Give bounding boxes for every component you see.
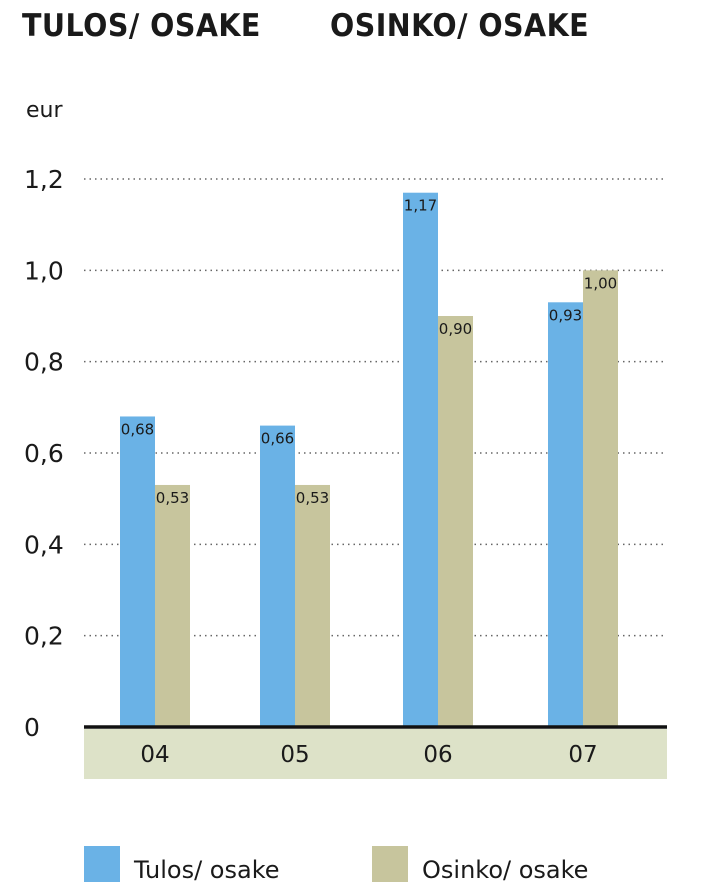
data-label: 0,90 [439,320,472,338]
bar-tulos [120,416,155,727]
y-tick-label: 1,0 [24,256,64,285]
bar-osinko [295,484,330,727]
y-tick-label: 0 [24,713,40,742]
x-axis-band [84,729,667,779]
data-label: 0,66 [261,430,294,448]
data-label: 0,53 [156,489,189,507]
bar-tulos [548,302,583,727]
legend-label-osinko: Osinko/ osake [422,856,589,884]
legend-swatch-osinko [372,846,408,882]
bar-osinko [438,316,473,727]
x-tick-label: 06 [423,742,452,768]
y-tick-label: 0,2 [24,622,64,651]
legend-label-tulos: Tulos/ osake [134,856,280,884]
y-tick-label: 1,2 [24,165,64,194]
y-tick-label: 0,6 [24,439,64,468]
chart-title-left: TULOS/ OSAKE [22,8,261,44]
bar-chart: eur 0 0,2 0,4 0,6 0,8 1,0 1,2 0,68 0,53 04 0,66 0,53… [24,98,667,779]
chart-title-right: OSINKO/ OSAKE [330,8,590,44]
x-tick-label: 07 [568,742,597,768]
y-tick-label: 0,4 [24,530,64,559]
data-label: 1,17 [404,197,437,215]
y-tick-label: 0,8 [24,348,64,377]
legend-swatch-tulos [84,846,120,882]
y-axis-label: eur [26,98,63,123]
bar-tulos [403,192,438,727]
x-tick-label: 05 [280,742,309,768]
data-label: 0,68 [121,420,154,438]
data-label: 0,53 [296,489,329,507]
data-label: 1,00 [584,274,617,292]
data-label: 0,93 [549,306,582,324]
bar-osinko [583,270,618,727]
x-tick-label: 04 [140,742,169,768]
bar-osinko [155,484,190,727]
bar-tulos [260,425,295,727]
